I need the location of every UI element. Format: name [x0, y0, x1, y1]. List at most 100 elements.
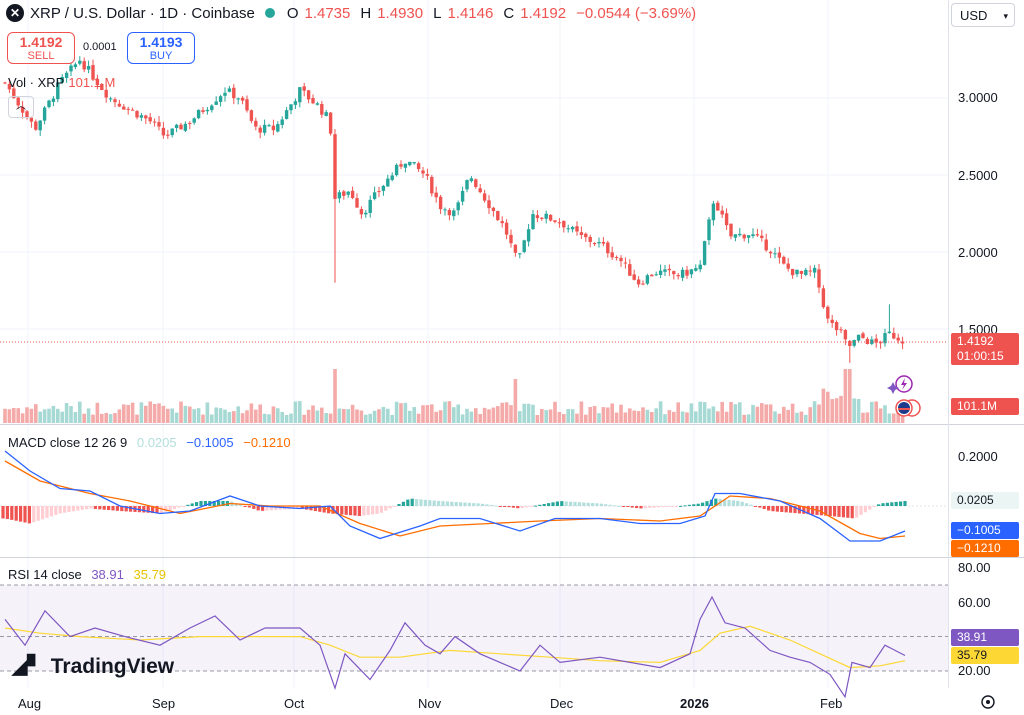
candle-body — [579, 232, 584, 235]
rsi-legend[interactable]: RSI 14 close 38.91 35.79 — [8, 567, 166, 582]
candle-body — [531, 214, 535, 230]
volume-legend[interactable]: Vol · XRP 101.1 M — [8, 75, 115, 90]
sparkle-icon — [887, 382, 899, 394]
volume-bar — [689, 403, 694, 423]
volume-bar — [513, 379, 518, 423]
volume-bar — [324, 412, 328, 423]
candle-body — [496, 211, 500, 221]
volume-bar — [328, 413, 333, 423]
tradingview-logo[interactable]: ◢▘ TradingView — [12, 654, 174, 679]
candle-body — [619, 258, 623, 262]
macd-histogram-bar — [833, 506, 837, 517]
candle-body — [170, 128, 174, 136]
volume-bar — [491, 407, 496, 423]
candle-body — [196, 109, 201, 119]
volume-bar — [496, 406, 500, 423]
candle-body — [377, 191, 381, 193]
candle-body — [430, 176, 434, 194]
volume-bar — [245, 410, 249, 423]
macd-histogram-bar — [758, 506, 762, 508]
countdown-value: 01:00:15 — [957, 349, 1004, 363]
volume-label: Vol · XRP — [8, 75, 65, 90]
candle-body — [364, 212, 368, 215]
volume-bar — [478, 414, 482, 423]
volume-bar — [535, 414, 540, 423]
volume-bar — [236, 406, 240, 423]
macd-histogram-bar — [397, 504, 401, 506]
candle-body — [799, 271, 804, 274]
volume-value: 101.1 M — [68, 75, 116, 90]
candle-body — [262, 124, 267, 133]
volume-bar — [20, 413, 25, 423]
candle-body — [372, 192, 377, 199]
candle-body — [548, 214, 553, 221]
macd-histogram-bar — [731, 500, 735, 506]
macd-legend[interactable]: MACD close 12 26 9 0.0205 −0.1005 −0.121… — [8, 435, 291, 450]
volume-bar — [738, 402, 742, 423]
macd-histogram-bar — [129, 506, 133, 512]
macd-histogram-bar — [49, 506, 53, 517]
macd-histogram-bar — [89, 506, 93, 509]
candle-body — [786, 263, 790, 269]
candle-body — [342, 191, 346, 196]
volume-bar — [579, 401, 584, 423]
sell-button[interactable]: 1.4192 SELL — [7, 32, 75, 64]
candle-body — [487, 200, 491, 209]
volume-bar — [386, 408, 390, 423]
candle-body — [874, 338, 878, 343]
candle-body — [689, 269, 694, 275]
buy-button[interactable]: 1.4193 BUY — [127, 32, 195, 64]
volume-bar — [526, 403, 531, 423]
candle-body — [566, 228, 570, 230]
macd-histogram-bar — [63, 506, 67, 513]
candle-body — [746, 235, 751, 238]
macd-histogram-bar — [313, 506, 317, 512]
macd-histogram-bar — [569, 501, 573, 506]
volume-bar — [614, 412, 619, 423]
volume-bar — [777, 413, 782, 423]
volume-bar — [311, 405, 315, 423]
candle-body — [289, 104, 293, 111]
volume-bar — [650, 412, 654, 423]
macd-histogram-bar — [265, 506, 269, 511]
volume-bar — [610, 403, 614, 423]
currency-select[interactable]: USD ▾ — [951, 3, 1015, 27]
rsi-tick: 80.00 — [958, 560, 991, 575]
candle-body — [381, 185, 386, 191]
macd-histogram-bar — [863, 506, 867, 513]
candle-body — [790, 268, 795, 276]
candle-body — [535, 215, 540, 219]
volume-bar — [861, 412, 865, 423]
candle-body — [650, 274, 654, 277]
candle-body — [280, 119, 284, 125]
candle-body — [861, 333, 865, 339]
volume-bar — [848, 369, 852, 423]
candle-body — [240, 97, 245, 101]
volume-bar — [78, 401, 82, 423]
macd-histogram-bar — [164, 506, 168, 512]
pair-title[interactable]: XRP / U.S. Dollar · 1D · Coinbase — [30, 4, 255, 22]
volume-bar — [548, 409, 553, 423]
candle-body — [654, 274, 658, 276]
volume-bar — [874, 401, 878, 423]
candle-body — [601, 241, 606, 244]
macd-histogram-bar — [705, 501, 709, 506]
volume-bar — [856, 398, 861, 423]
volume-bar — [408, 410, 412, 423]
volume-bar — [47, 408, 51, 423]
candle-body — [403, 163, 408, 168]
candle-body — [218, 96, 223, 102]
macd-histogram-bar — [243, 506, 247, 507]
candle-body — [25, 111, 29, 117]
macd-histogram-bar — [107, 506, 111, 511]
rsi-pane — [0, 584, 948, 699]
volume-bar — [570, 409, 575, 423]
macd-histogram-bar — [393, 506, 397, 507]
currency-value: USD — [960, 8, 988, 23]
volume-bar — [60, 411, 64, 423]
candle-body — [368, 199, 372, 213]
collapse-legend-button[interactable]: ︿ — [8, 96, 34, 118]
volume-bar — [403, 402, 408, 423]
volume-bar — [258, 404, 262, 423]
